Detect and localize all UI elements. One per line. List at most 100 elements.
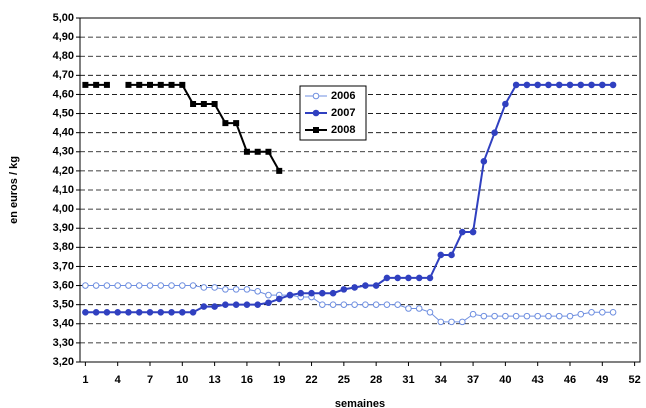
legend-marker — [313, 127, 319, 133]
point — [502, 100, 509, 108]
y-tick-label: 4,50 — [53, 107, 74, 119]
point — [82, 282, 89, 289]
x-tick-label: 49 — [596, 374, 608, 386]
x-tick-label: 4 — [115, 374, 122, 386]
point — [103, 309, 111, 316]
point — [265, 148, 272, 155]
x-tick-label: 25 — [338, 374, 350, 386]
point — [93, 81, 100, 88]
point — [426, 274, 434, 282]
point — [577, 310, 585, 318]
x-axis-label: semaines — [335, 398, 385, 408]
point — [372, 301, 380, 308]
point — [211, 303, 218, 310]
point — [437, 251, 445, 259]
legend-marker — [312, 109, 320, 117]
y-tick-label: 4,20 — [53, 165, 74, 177]
point — [157, 309, 165, 316]
y-tick-label: 4,10 — [53, 184, 74, 196]
y-tick-label: 3,40 — [53, 318, 74, 330]
point — [232, 286, 240, 293]
point — [211, 101, 218, 107]
point — [362, 301, 369, 308]
y-tick-label: 4,60 — [53, 88, 74, 100]
point — [200, 284, 208, 291]
point — [190, 101, 197, 107]
point — [297, 289, 305, 297]
point — [200, 101, 207, 107]
y-axis-label: en euros / kg — [8, 156, 20, 224]
legend-label: 2008 — [331, 124, 355, 136]
x-tick-label: 31 — [402, 374, 414, 386]
y-tick-label: 3,60 — [53, 279, 74, 291]
point — [157, 282, 165, 289]
point — [254, 287, 261, 295]
y-tick-label: 3,90 — [53, 222, 74, 234]
point — [383, 274, 391, 282]
point — [254, 148, 261, 155]
point — [523, 312, 531, 320]
x-tick-label: 40 — [499, 374, 511, 386]
y-tick-label: 3,20 — [53, 356, 74, 368]
point — [588, 81, 595, 89]
point — [426, 309, 434, 316]
point — [351, 301, 358, 308]
point — [168, 309, 175, 316]
point — [147, 81, 153, 88]
point — [480, 312, 488, 320]
x-tick-label: 46 — [564, 374, 576, 386]
legend-label: 2007 — [331, 107, 355, 119]
point — [179, 282, 186, 289]
point — [189, 309, 197, 316]
point — [92, 309, 100, 316]
point — [243, 148, 250, 155]
point — [577, 81, 585, 89]
point — [459, 318, 466, 326]
x-tick-label: 10 — [176, 374, 188, 386]
y-tick-label: 3,50 — [53, 299, 74, 311]
point — [82, 309, 89, 316]
point — [308, 289, 315, 297]
point — [135, 309, 143, 316]
point — [372, 282, 380, 289]
point — [254, 301, 261, 308]
point — [157, 81, 164, 88]
y-tick-label: 4,70 — [53, 69, 74, 81]
point — [211, 284, 218, 291]
x-tick-label: 22 — [305, 374, 317, 386]
point — [340, 301, 348, 308]
point — [405, 305, 412, 312]
point — [599, 309, 606, 316]
point — [243, 286, 251, 293]
y-tick-label: 3,70 — [53, 260, 74, 272]
x-tick-label: 37 — [467, 374, 479, 386]
point — [329, 301, 337, 308]
point — [265, 299, 272, 307]
point — [135, 282, 143, 289]
point — [555, 312, 563, 320]
y-tick-label: 4,90 — [53, 31, 74, 43]
point — [276, 167, 283, 174]
point — [103, 282, 111, 289]
x-tick-label: 16 — [241, 374, 253, 386]
point — [394, 301, 401, 308]
point — [415, 305, 423, 312]
point — [275, 295, 283, 303]
point — [502, 312, 509, 320]
point — [566, 312, 574, 320]
point — [448, 251, 455, 259]
point — [394, 274, 401, 282]
point — [599, 81, 606, 89]
point — [534, 81, 541, 89]
point — [491, 312, 498, 320]
point — [491, 129, 498, 136]
point — [222, 301, 229, 308]
point — [459, 228, 466, 236]
point — [92, 282, 100, 289]
point — [405, 274, 412, 282]
plot-frame — [79, 17, 641, 363]
x-tick-label: 1 — [82, 374, 88, 386]
y-tick-label: 4,30 — [53, 146, 74, 158]
point — [512, 81, 520, 89]
